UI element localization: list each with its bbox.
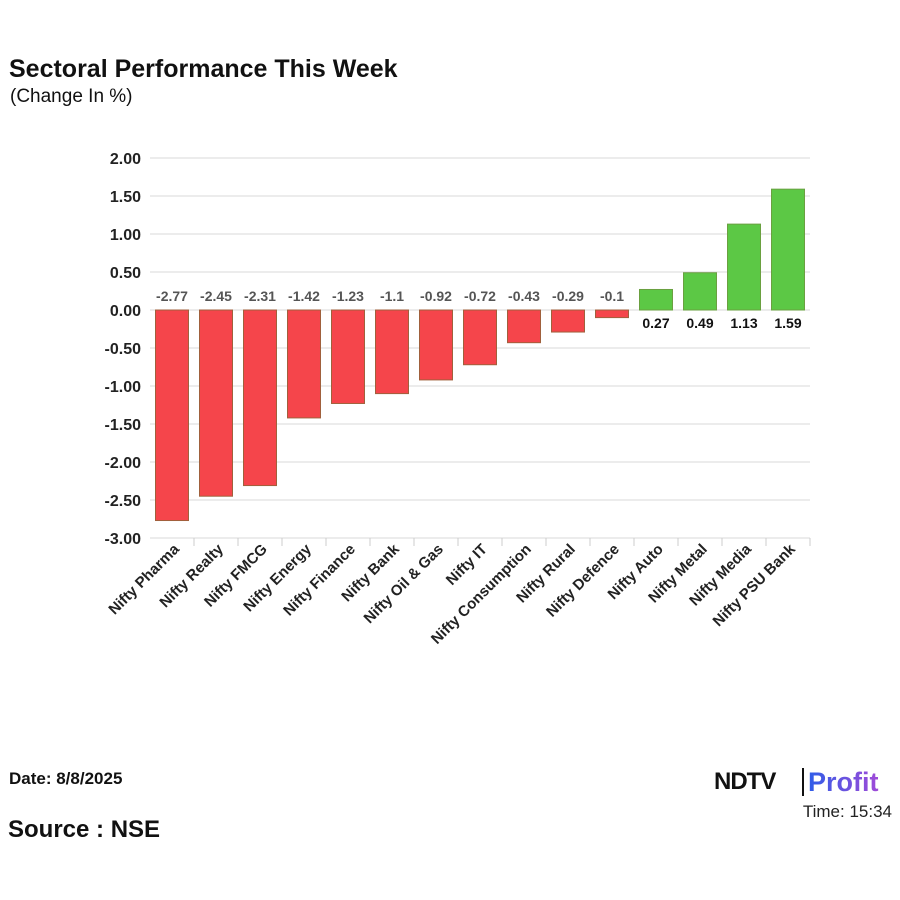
bar — [155, 309, 189, 522]
y-tick-label: -0.50 — [105, 341, 142, 358]
data-label: -2.31 — [244, 288, 276, 304]
y-tick-label: -1.50 — [105, 417, 142, 434]
data-label: 1.13 — [730, 315, 757, 331]
data-label: -0.43 — [508, 288, 540, 304]
data-label: -0.1 — [600, 288, 624, 304]
bar — [639, 288, 673, 311]
bar — [771, 188, 805, 311]
y-tick-label: 1.50 — [110, 189, 141, 206]
data-label: -2.45 — [200, 288, 232, 304]
x-tick-label: Nifty Oil & Gas — [361, 541, 447, 627]
bar — [507, 309, 541, 344]
y-tick-label: 2.00 — [110, 151, 141, 168]
y-tick-label: 0.50 — [110, 265, 141, 282]
data-label: -1.1 — [380, 288, 404, 304]
logo-product: Profit — [808, 767, 879, 797]
data-label: 1.59 — [774, 315, 801, 331]
data-label: 0.27 — [642, 315, 669, 331]
bar — [463, 309, 497, 366]
bar — [199, 309, 233, 497]
date-label: Date: 8/8/2025 — [9, 769, 123, 788]
bar — [595, 309, 629, 319]
logo-separator — [802, 768, 804, 796]
data-label: -0.72 — [464, 288, 496, 304]
logo-brand: NDTV — [714, 768, 776, 795]
data-label: -0.29 — [552, 288, 584, 304]
y-tick-label: 1.00 — [110, 227, 141, 244]
source-label: Source : NSE — [8, 816, 161, 843]
data-label: -0.92 — [420, 288, 452, 304]
bar — [287, 309, 321, 419]
data-label: -2.77 — [156, 288, 188, 304]
bar — [419, 309, 453, 381]
y-tick-label: -2.00 — [105, 455, 142, 472]
bar — [727, 223, 761, 311]
bar — [331, 309, 365, 404]
data-label: -1.23 — [332, 288, 364, 304]
data-label: -1.42 — [288, 288, 320, 304]
bar — [375, 309, 409, 395]
time-label: Time: 15:34 — [802, 802, 892, 821]
y-tick-label: -1.00 — [105, 379, 142, 396]
data-label: 0.49 — [686, 315, 713, 331]
ndtv-profit-logo: NDTV Profit — [714, 767, 894, 798]
y-tick-label: -3.00 — [105, 531, 142, 548]
x-tick-label: Nifty PSU Bank — [710, 540, 800, 630]
y-tick-label: 0.00 — [110, 303, 141, 320]
bar — [683, 272, 717, 311]
bar — [551, 309, 585, 333]
bar-chart: 2.00 1.50 1.00 0.50 0.00 -0.50 -1.00 -1.50 -2.00… — [105, 151, 811, 648]
y-tick-label: -2.50 — [105, 493, 142, 510]
chart-subtitle: (Change In %) — [10, 86, 133, 107]
chart-title: Sectoral Performance This Week — [9, 55, 398, 83]
bar — [243, 309, 277, 487]
